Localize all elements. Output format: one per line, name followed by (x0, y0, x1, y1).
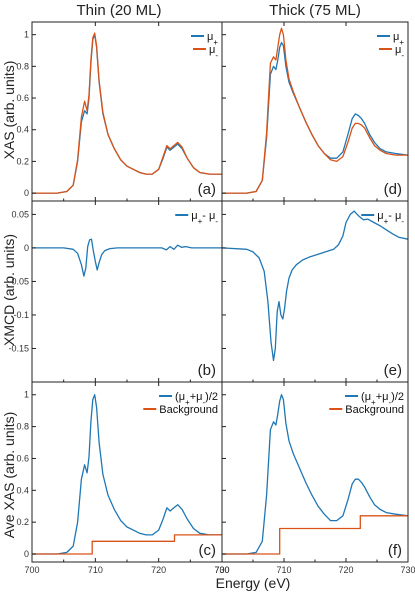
legend-label: μ- (209, 44, 218, 60)
legend-label: (μ++μ-)/2 (175, 391, 218, 407)
y-tick-label: 0 (24, 549, 29, 559)
panel-e: (e) μ+- μ- (221, 200, 409, 383)
series-line-secondary (32, 534, 222, 555)
x-tick-label: 730 (214, 565, 229, 575)
y-tick-label: 0.8 (16, 61, 29, 71)
ylabel-xas: XAS (arb. units) (1, 61, 17, 160)
x-tick-label: 710 (88, 565, 103, 575)
xlabel-energy: Energy (eV) (216, 575, 291, 591)
series-line-secondary (222, 27, 408, 194)
series-line-primary (222, 394, 408, 555)
y-tick-label: 0 (24, 188, 29, 198)
panel-label: (f) (388, 542, 402, 559)
plot-frame (221, 200, 409, 383)
y-tick-label: 0.8 (16, 422, 29, 432)
y-tick-label: 0.4 (16, 485, 29, 495)
y-tick-label: 0.6 (16, 93, 29, 103)
y-tick-label: 0.4 (16, 125, 29, 135)
legend-label: μ+- μ- (377, 210, 404, 226)
y-tick-label: 0.05 (11, 209, 29, 219)
series-line-primary (32, 238, 222, 277)
y-tick-label: -0.15 (8, 343, 29, 353)
panel-d: (d) μ+μ- (221, 21, 409, 202)
panel-label: (a) (198, 181, 216, 198)
legend-label: (μ++μ-)/2 (361, 391, 404, 407)
series-line-primary (222, 210, 408, 362)
series-line-secondary (32, 32, 222, 194)
x-tick-label: 710 (276, 565, 291, 575)
legend-label: Background (159, 404, 218, 416)
plot-frame (31, 200, 223, 383)
panels-layer: 00.20.40.60.81(a)μ+μ-(d)μ+μ-0.050-0.05-0… (8, 21, 415, 575)
panel-b: 0.05 0 -0.05 -0.1 -0.15 (b) μ+- μ- (8, 200, 223, 383)
y-tick-label: 0.2 (16, 156, 29, 166)
legend-label: μ- (395, 44, 404, 60)
column-title-thick: Thick (75 ML) (269, 2, 361, 19)
y-tick-label: 0.2 (16, 517, 29, 527)
panel-label: (b) (198, 362, 216, 379)
series-line-secondary (222, 515, 408, 555)
legend-label: μ+ (393, 31, 404, 47)
legend-label: Background (345, 404, 404, 416)
series-line-primary (222, 41, 408, 194)
column-title-thin: Thin (20 ML) (76, 2, 161, 19)
panel-c: 700 710 720 730 0 0.2 0.4 0.6 0.8 1 (c) (μ++μ-)/2Ba… (16, 381, 230, 575)
y-tick-label: -0.1 (13, 310, 29, 320)
panel-label: (c) (199, 542, 217, 559)
x-tick-label: 720 (151, 565, 166, 575)
legend-label: μ+ (207, 31, 218, 47)
legend-label: μ+- μ- (191, 210, 218, 226)
y-tick-label: 0.6 (16, 453, 29, 463)
x-tick-label: 700 (24, 565, 39, 575)
series-line-primary (32, 394, 222, 555)
y-tick-label: 0 (24, 243, 29, 253)
x-tick-label: 730 (400, 565, 415, 575)
y-tick-label: 1 (24, 390, 29, 400)
y-tick-label: 1 (24, 30, 29, 40)
panel-a: 0 0.2 0.4 0.6 0.8 1 (a) μ+μ- (16, 21, 223, 202)
x-tick-label: 700 (214, 565, 229, 575)
panel-label: (d) (384, 181, 402, 198)
panel-label: (e) (384, 362, 402, 379)
ylabel-ave-xas: Ave XAS (arb. units) (1, 412, 17, 539)
series-line-primary (32, 34, 222, 194)
y-tick-label: -0.05 (8, 276, 29, 286)
ylabel-xmcd: XMCD (arb. units) (1, 234, 17, 346)
x-tick-label: 720 (338, 565, 353, 575)
